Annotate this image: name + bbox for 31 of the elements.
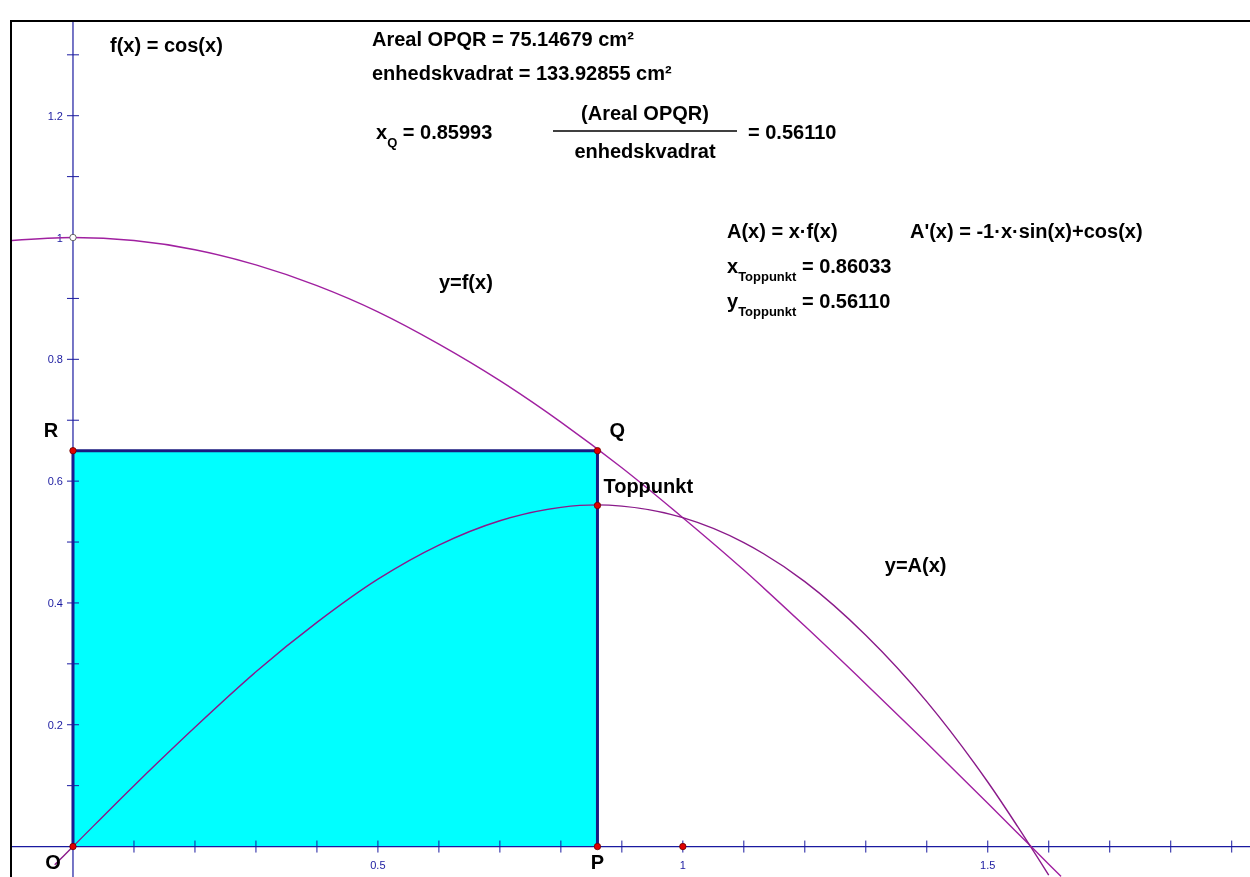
data-label: Q [609, 418, 626, 441]
point [69, 842, 77, 851]
annotation: A'(x) = -1·x·sin(x)+cos(x) [910, 220, 1143, 242]
annotation: x$_{Q}$ = 0.85993 [376, 121, 493, 150]
annotation: enhedskvadrat [574, 140, 716, 162]
x-tick-label: 0.5 [370, 858, 386, 871]
point [593, 501, 602, 510]
point [69, 447, 77, 455]
text: y=f(x) [438, 271, 493, 294]
annotation: A(x) = x·f(x) [727, 220, 838, 242]
annotation: (Areal OPQR) [581, 102, 709, 124]
point [593, 842, 602, 851]
point [69, 233, 77, 242]
annotation: x$_{Toppunkt}$ = 0.86033 [727, 255, 892, 284]
annotation: = 0.56110 [748, 121, 837, 143]
point [593, 447, 602, 455]
y-tick-label: 0.6 [47, 475, 63, 488]
x-tick-label: 1.5 [980, 858, 996, 871]
data-label: P [590, 850, 605, 873]
data-label: R [43, 418, 59, 441]
y-tick-label: 0.8 [47, 353, 63, 366]
annotation: y$_{Toppunkt}$ = 0.56110 [727, 290, 891, 319]
data-label: O [45, 850, 61, 873]
y-tick-label: 1.2 [47, 109, 63, 122]
annotation: enhedskvadrat = 133.92855 cm² [372, 62, 672, 84]
x-tick-label: 1 [679, 858, 686, 871]
text: y=A(x) [884, 553, 947, 576]
annotation: f(x) = cos(x) [110, 34, 223, 56]
y-tick-label: 0.2 [47, 718, 63, 731]
annotation: Areal OPQR = 75.14679 cm² [372, 28, 635, 50]
y-tick-label: 0.4 [47, 596, 63, 609]
